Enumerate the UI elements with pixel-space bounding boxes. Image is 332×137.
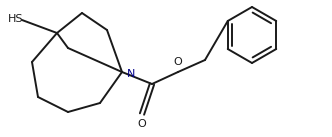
Text: HS: HS: [8, 14, 23, 24]
Text: O: O: [138, 119, 146, 129]
Text: O: O: [174, 57, 182, 67]
Text: N: N: [127, 69, 135, 79]
